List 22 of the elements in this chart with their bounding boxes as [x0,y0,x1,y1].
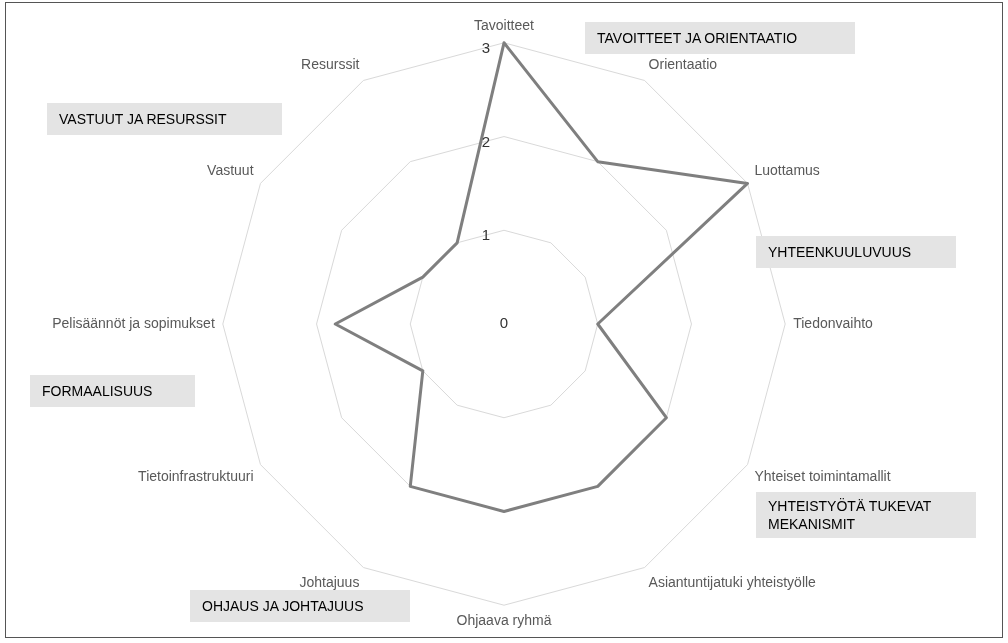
spoke-label: Resurssit [301,56,360,72]
spoke-label: Johtajuus [299,573,360,590]
spoke-label: Tavoitteet [474,17,535,34]
text: YHTEISTYÖTÄ TUKEVAT MEKANISMIT [756,492,976,538]
spoke-label: Pelisäännöt ja sopimukset [52,314,215,331]
spoke-label: Tietoinfrastruktuuri [138,467,254,484]
text: OHJAUS JA JOHTAJUUS [190,590,410,622]
y-tick-label: 0 [499,314,509,332]
y-tick-label: 2 [481,132,490,150]
y-tick-label: 1 [481,226,490,244]
spoke-label: Ohjaava ryhmä [456,612,552,629]
spoke-label: Yhteiset toimintamallit [754,467,891,484]
spoke-label: Asiantuntijatuki yhteistyölle [648,573,817,590]
y-tick-label: 3 [481,38,490,56]
text: TAVOITTEET JA ORIENTAATIO [585,22,855,54]
spoke-label: Tiedonvaihto [793,314,874,331]
spoke-label: Luottamus [754,161,820,178]
spoke-label: Vastuut [207,161,254,178]
text: FORMAALISUUS [30,375,195,407]
text: YHTEENKUULUVUUS [756,236,956,268]
text: VASTUUT JA RESURSSIT [47,103,282,135]
spoke-label: Orientaatio [648,56,718,72]
